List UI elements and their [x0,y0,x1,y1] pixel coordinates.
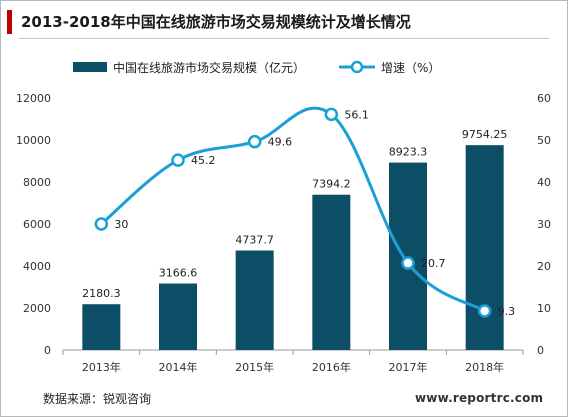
growth-point-2 [171,153,185,167]
growth-value-label: 45.2 [191,154,216,167]
website-url[interactable]: www.reportrc.com [415,391,544,405]
legend: 中国在线旅游市场交易规模（亿元） 增速（%） [73,60,440,75]
left-axis: 0 2000 4000 6000 8000 10000 12000 [16,92,51,357]
x-axis: 2013年 2014年 2015年 2016年 2017年 2018年 [62,349,524,374]
legend-line-marker [350,60,364,74]
right-axis-tick-label: 50 [537,134,551,147]
bar-value-label: 7394.2 [312,178,351,191]
right-axis-tick-label: 0 [537,344,544,357]
bar-4 [312,194,351,350]
bar-value-label: 2180.3 [82,287,121,300]
left-axis-tick-label: 10000 [16,134,51,147]
growth-data-labels: 30 45.2 49.6 56.1 20.7 9.3 [114,108,515,318]
growth-value-label: 9.3 [498,305,515,318]
left-axis-tick-label: 4000 [23,260,51,273]
title-divider [19,38,549,39]
right-axis: 0 10 20 30 40 50 60 [537,92,551,357]
growth-value-label: 30 [114,218,128,231]
x-axis-tick-label: 2016年 [312,360,351,374]
title-accent-bar [7,10,12,34]
bar-1 [82,304,121,350]
growth-value-label: 20.7 [421,257,446,270]
x-axis-tick-label: 2017年 [389,360,428,374]
right-axis-tick-label: 60 [537,92,551,105]
growth-line [100,106,486,313]
growth-value-label: 56.1 [344,108,369,121]
right-axis-tick-label: 30 [537,218,551,231]
x-axis-tick-label: 2015年 [235,360,274,374]
x-axis-tick-label: 2014年 [159,360,198,374]
growth-line-series [94,106,492,318]
left-axis-tick-label: 2000 [23,302,51,315]
right-axis-tick-label: 20 [537,260,551,273]
left-axis-tick-label: 0 [44,344,51,357]
x-axis-tick-label: 2013年 [82,360,121,374]
growth-value-label: 49.6 [268,136,293,149]
data-source: 数据来源：锐观咨询 [43,392,152,406]
growth-point-5 [401,256,415,270]
growth-point-6 [477,304,492,318]
growth-point-3 [247,134,262,149]
x-axis-tick-label: 2018年 [465,360,504,374]
growth-point-4 [324,107,339,122]
bar-data-labels: 2180.3 3166.6 4737.7 7394.2 8923.3 9754.25 [82,128,507,300]
chart-title: 2013-2018年中国在线旅游市场交易规模统计及增长情况 [21,13,411,31]
right-axis-tick-label: 40 [537,176,551,189]
bar-6 [465,145,504,350]
bar-5 [389,162,427,350]
legend-line-label: 增速（%） [381,61,440,75]
bar-value-label: 8923.3 [389,146,428,159]
bar-value-label: 4737.7 [235,234,274,247]
legend-bar-swatch [73,62,107,72]
left-axis-tick-label: 8000 [23,176,51,189]
combo-chart: 中国在线旅游市场交易规模（亿元） 增速（%） 0 2000 4000 6000 8000… [16,60,551,374]
bar-2 [159,283,197,350]
left-axis-tick-label: 6000 [23,218,51,231]
left-axis-tick-label: 12000 [16,92,51,105]
bar-value-label: 3166.6 [159,267,198,280]
bar-value-label: 9754.25 [462,128,508,141]
bar-series [82,145,504,350]
right-axis-tick-label: 10 [537,302,551,315]
legend-bar-label: 中国在线旅游市场交易规模（亿元） [113,60,305,75]
bar-3 [235,250,274,350]
growth-point-1 [94,217,109,231]
